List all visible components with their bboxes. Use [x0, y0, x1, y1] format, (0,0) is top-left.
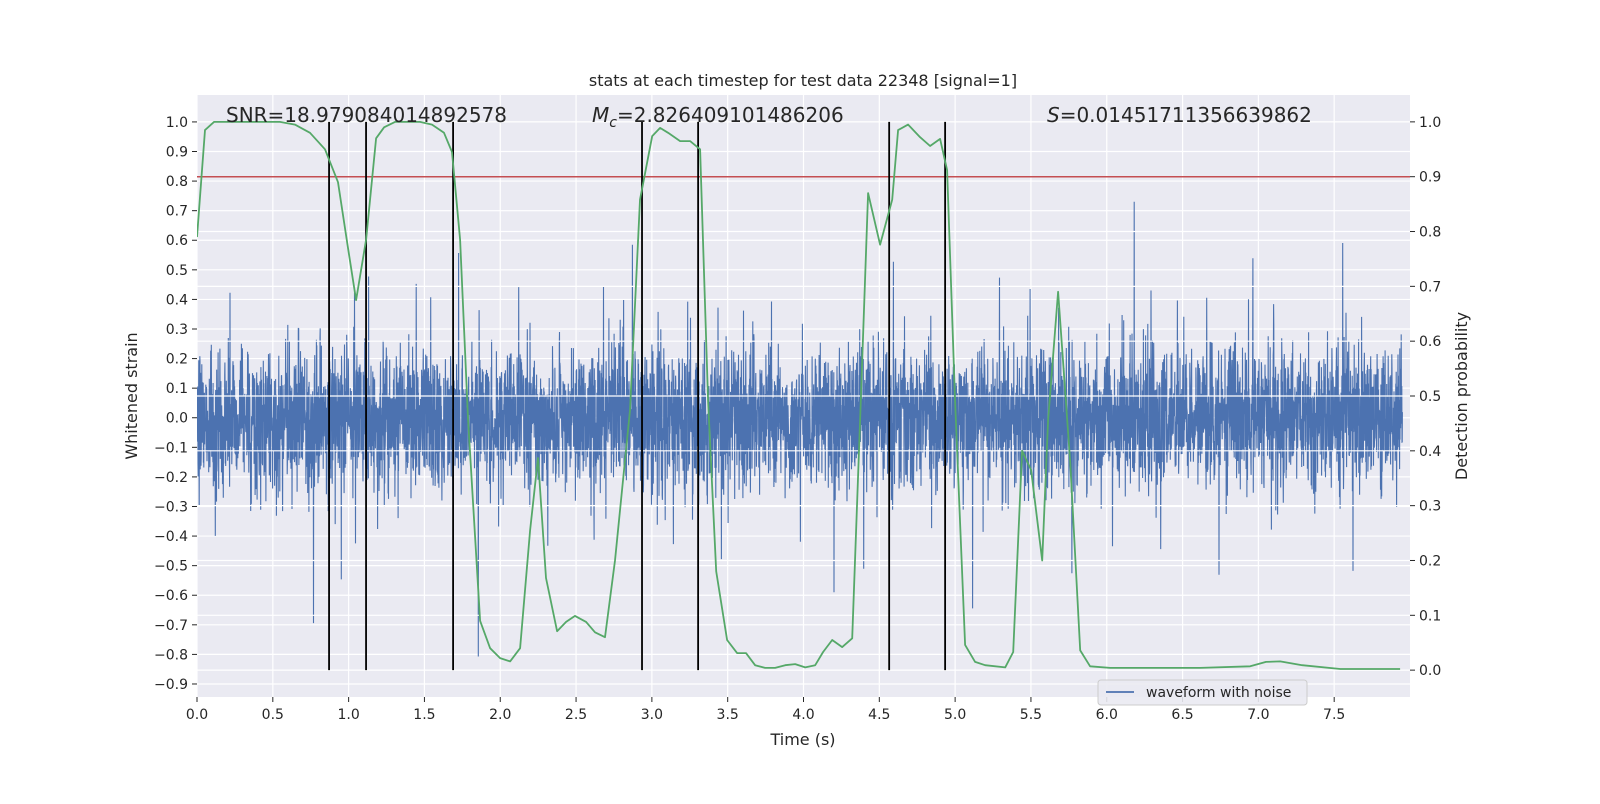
x-tick-label: 5.0 [944, 707, 966, 723]
y-tick-label: −0.4 [154, 529, 188, 545]
y-right-tick-label: 0.6 [1419, 334, 1441, 350]
y-tick-label: −0.3 [154, 499, 188, 515]
x-tick-label: 0.0 [186, 707, 208, 723]
y-right-tick-label: 0.4 [1419, 444, 1441, 460]
y-tick-label: −0.1 [154, 440, 188, 456]
y-right-tick-label: 0.1 [1419, 608, 1441, 624]
y-tick-label: 0.4 [166, 292, 188, 308]
y-tick-label: 0.9 [166, 145, 188, 161]
y-right-tick-label: 0.7 [1419, 279, 1441, 295]
y-right-tick-label: 0.0 [1419, 663, 1441, 679]
y-right-tick-label: 0.8 [1419, 225, 1441, 241]
y-tick-label: 0.2 [166, 352, 188, 368]
y-tick-label: −0.9 [154, 677, 188, 693]
legend-label-waveform: waveform with noise [1146, 685, 1291, 701]
y-tick-label: −0.5 [154, 559, 188, 575]
y-tick-label: 0.1 [166, 381, 188, 397]
x-tick-label: 1.0 [337, 707, 359, 723]
y-tick-label: −0.6 [154, 588, 188, 604]
y-tick-label: −0.2 [154, 470, 188, 486]
y-axis-right-label: Detection probability [1452, 312, 1471, 480]
y-tick-label: 0.0 [166, 411, 188, 427]
legend: waveform with noise [1098, 680, 1307, 705]
y-tick-label: 0.6 [166, 233, 188, 249]
x-tick-label: 6.5 [1171, 707, 1193, 723]
snr-annotation: SNR=18.979084014892578 [226, 103, 507, 127]
y-right-tick-label: 1.0 [1419, 115, 1441, 131]
x-tick-label: 3.0 [641, 707, 663, 723]
x-tick-label: 1.5 [413, 707, 435, 723]
x-axis-label: Time (s) [769, 730, 835, 749]
y-tick-label: 0.5 [166, 263, 188, 279]
y-right-tick-label: 0.5 [1419, 389, 1441, 405]
y-right-tick-label: 0.3 [1419, 499, 1441, 515]
y-axis-label: Whitened strain [122, 332, 141, 459]
y-tick-label: 0.3 [166, 322, 188, 338]
x-tick-label: 7.5 [1323, 707, 1345, 723]
y-tick-label: 0.8 [166, 174, 188, 190]
x-tick-label: 4.5 [868, 707, 890, 723]
x-tick-label: 2.0 [489, 707, 511, 723]
x-tick-label: 5.5 [1020, 707, 1042, 723]
y-tick-label: −0.8 [154, 647, 188, 663]
y-tick-label: −0.7 [154, 618, 188, 634]
y-right-tick-label: 0.9 [1419, 170, 1441, 186]
y-tick-label: 0.7 [166, 204, 188, 220]
s-annotation: S=0.01451711356639862 [1047, 103, 1312, 127]
x-tick-label: 7.0 [1247, 707, 1269, 723]
y-tick-label: 1.0 [166, 115, 188, 131]
chart-title: stats at each timestep for test data 223… [589, 71, 1017, 90]
x-tick-label: 3.5 [717, 707, 739, 723]
x-tick-label: 4.0 [792, 707, 814, 723]
x-tick-label: 6.0 [1096, 707, 1118, 723]
mc-annotation: Mc=2.826409101486206 [592, 103, 844, 131]
mc-symbol: M [592, 103, 609, 127]
mc-value: =2.826409101486206 [617, 103, 844, 127]
x-tick-label: 2.5 [565, 707, 587, 723]
s-symbol: S [1047, 103, 1060, 127]
x-tick-label: 0.5 [262, 707, 284, 723]
y-right-tick-label: 0.2 [1419, 553, 1441, 569]
s-value: =0.01451711356639862 [1060, 103, 1312, 127]
